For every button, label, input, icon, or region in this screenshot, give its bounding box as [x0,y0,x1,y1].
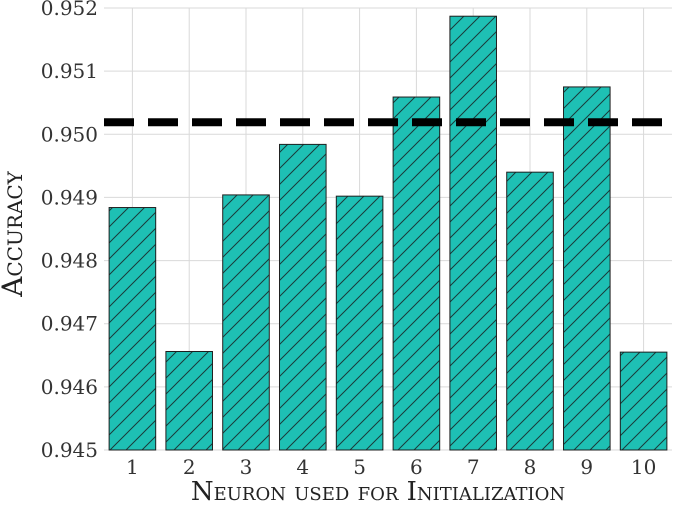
y-axis-label: Accuracy [0,170,29,297]
y-tick-label: 0.947 [41,312,98,336]
x-axis-label: Neuron used for Initialization [191,477,565,505]
bars [108,15,668,451]
x-tick-labels: 1 2 3 4 5 6 7 8 9 10 [126,455,656,479]
bar-hatch [449,15,497,451]
bar-hatch [335,195,384,451]
x-tick-label: 10 [631,455,656,479]
y-tick-label: 0.946 [41,375,98,399]
bar-hatch [506,171,554,451]
bar-hatch [619,351,668,451]
x-tick-label: 4 [296,455,309,479]
x-tick-label: 8 [524,455,537,479]
x-tick-label: 2 [183,455,196,479]
bar-hatch [108,207,157,451]
x-tick-label: 7 [467,455,480,479]
x-tick-label: 1 [126,455,139,479]
y-tick-label: 0.949 [41,185,98,209]
bar-hatch [165,350,213,451]
y-tick-label: 0.951 [41,59,98,83]
y-tick-label: 0.948 [41,249,98,273]
bar-hatch [392,96,441,451]
y-tick-label: 0.952 [41,0,98,20]
y-tick-label: 0.950 [41,122,98,146]
x-tick-label: 9 [580,455,593,479]
y-tick-label: 0.945 [41,438,98,462]
x-tick-label: 3 [240,455,253,479]
x-tick-label: 6 [410,455,423,479]
x-tick-label: 5 [353,455,366,479]
bar-hatch [563,86,611,451]
bar-hatch [222,194,270,451]
bar-hatch [279,143,327,451]
y-tick-labels: 0.945 0.946 0.947 0.948 0.949 0.950 0.951 0.952 [41,0,98,462]
